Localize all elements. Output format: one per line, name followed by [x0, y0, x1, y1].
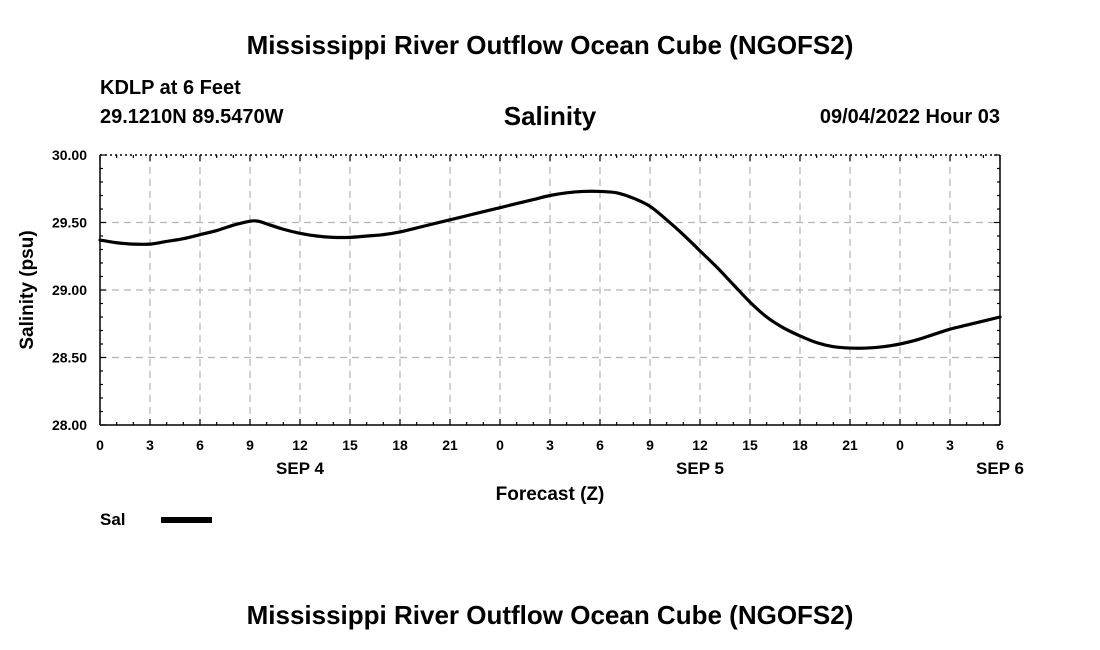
- x-tick-label: 18: [392, 437, 408, 453]
- x-axis-title: Forecast (Z): [496, 484, 605, 505]
- x-tick-label: 15: [342, 437, 358, 453]
- x-tick-label: 0: [496, 437, 504, 453]
- day-label: SEP 4: [276, 459, 324, 478]
- x-tick-label: 12: [692, 437, 708, 453]
- forecast-datetime: 09/04/2022 Hour 03: [819, 106, 1000, 128]
- station-coordinates: 29.1210N 89.5470W: [100, 106, 284, 128]
- y-tick-label: 29.00: [52, 282, 87, 298]
- chart-subtitle: Salinity: [503, 101, 597, 131]
- y-tick-label: 30.00: [52, 147, 87, 163]
- station-label: KDLP at 6 Feet: [100, 77, 241, 99]
- x-tick-label: 0: [896, 437, 904, 453]
- x-tick-label: 3: [546, 437, 554, 453]
- x-tick-label: 21: [842, 437, 858, 453]
- y-tick-label: 29.50: [52, 215, 87, 231]
- x-tick-label: 6: [196, 437, 204, 453]
- y-tick-label: 28.00: [52, 417, 87, 433]
- day-label: SEP 5: [676, 459, 724, 478]
- footer-title: Mississippi River Outflow Ocean Cube (NG…: [246, 600, 854, 630]
- salinity-series-line: [98, 189, 1002, 350]
- x-tick-label: 9: [646, 437, 654, 453]
- x-tick-label: 21: [442, 437, 458, 453]
- legend-swatch: [161, 517, 212, 523]
- chart-title: Mississippi River Outflow Ocean Cube (NG…: [246, 30, 854, 60]
- x-tick-label: 3: [946, 437, 954, 453]
- x-tick-label: 3: [146, 437, 154, 453]
- legend-label: Sal: [100, 510, 126, 529]
- x-tick-label: 9: [246, 437, 254, 453]
- x-tick-label: 15: [742, 437, 758, 453]
- x-tick-label: 0: [96, 437, 104, 453]
- y-axis-title: Salinity (psu): [17, 230, 38, 349]
- x-tick-label: 12: [292, 437, 308, 453]
- x-tick-label: 6: [596, 437, 604, 453]
- day-label: SEP 6: [976, 459, 1024, 478]
- x-tick-label: 18: [792, 437, 808, 453]
- y-tick-label: 28.50: [52, 350, 87, 366]
- x-tick-label: 6: [996, 437, 1004, 453]
